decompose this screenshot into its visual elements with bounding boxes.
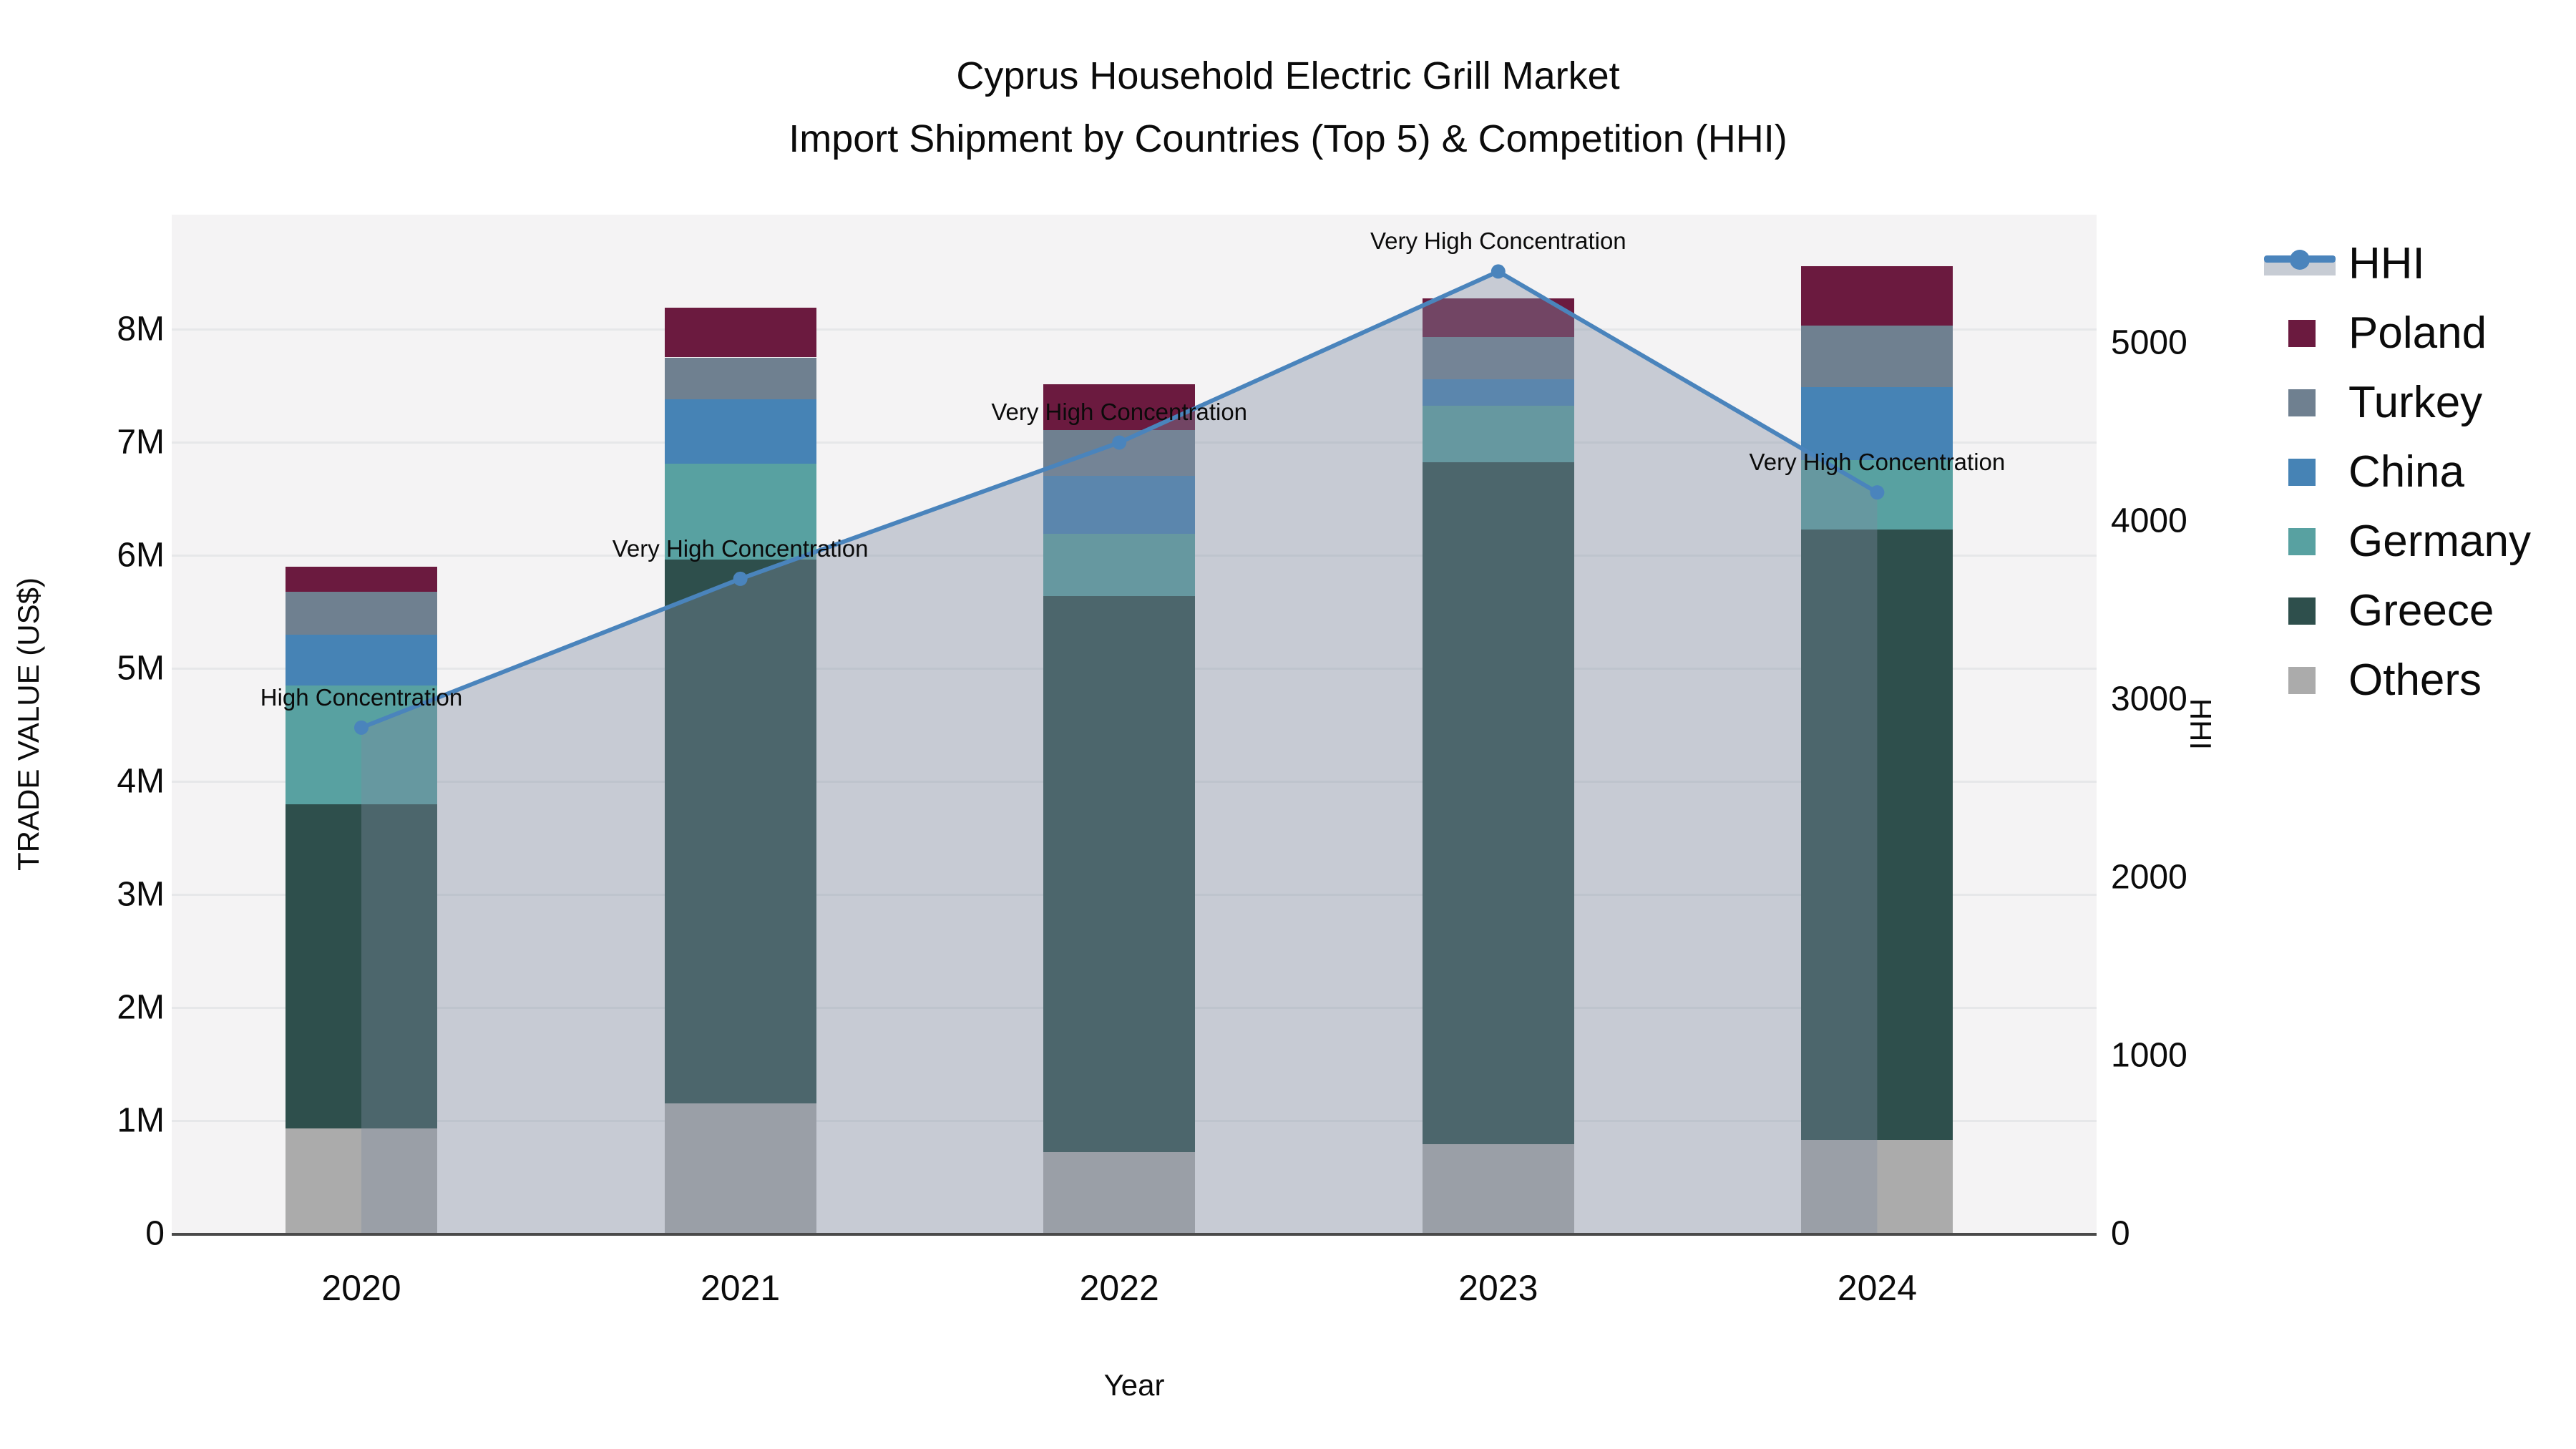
legend-swatch-greece bbox=[2288, 597, 2316, 625]
legend-item-china[interactable]: China bbox=[2254, 437, 2569, 507]
hhi-marker-2021[interactable] bbox=[733, 571, 748, 586]
left-tick-5M: 5M bbox=[117, 649, 165, 688]
bar-segment-turkey-2020[interactable] bbox=[286, 591, 437, 635]
legend-label-others: Others bbox=[2348, 655, 2482, 705]
legend-label-poland: Poland bbox=[2348, 308, 2487, 358]
chart-title: Cyprus Household Electric Grill Market I… bbox=[0, 44, 2576, 170]
chart-title-line2: Import Shipment by Countries (Top 5) & C… bbox=[789, 117, 1787, 160]
legend-item-turkey[interactable]: Turkey bbox=[2254, 368, 2569, 437]
bar-segment-china-2024[interactable] bbox=[1801, 386, 1953, 461]
chart-title-line1: Cyprus Household Electric Grill Market bbox=[956, 54, 1620, 97]
bar-segment-turkey-2024[interactable] bbox=[1801, 326, 1953, 387]
legend-item-hhi[interactable]: HHI bbox=[2254, 229, 2569, 298]
left-axis-title: TRADE VALUE (US$) bbox=[11, 577, 45, 871]
bar-segment-turkey-2021[interactable] bbox=[664, 357, 816, 399]
x-axis-title: Year bbox=[1103, 1368, 1165, 1402]
left-tick-8M: 8M bbox=[117, 310, 165, 348]
annotation-2020: High Concentration bbox=[260, 683, 463, 711]
right-axis-title: HHI bbox=[2184, 698, 2218, 751]
legend-item-greece[interactable]: Greece bbox=[2254, 576, 2569, 645]
bar-segment-others-2022[interactable] bbox=[1043, 1152, 1196, 1234]
annotation-2024: Very High Concentration bbox=[1749, 449, 2006, 476]
legend-label-china: China bbox=[2348, 447, 2464, 497]
x-tick-2020: 2020 bbox=[321, 1268, 401, 1308]
annotation-2022: Very High Concentration bbox=[991, 399, 1248, 426]
left-tick-0: 0 bbox=[145, 1214, 165, 1253]
hhi-area-fill bbox=[361, 271, 1878, 1234]
left-tick-1M: 1M bbox=[117, 1101, 165, 1140]
bar-segment-turkey-2023[interactable] bbox=[1422, 337, 1574, 379]
legend-swatch-china bbox=[2288, 458, 2316, 486]
legend-swatch-others bbox=[2288, 666, 2316, 694]
x-tick-2022: 2022 bbox=[1079, 1268, 1159, 1308]
bar-segment-germany-2023[interactable] bbox=[1422, 406, 1574, 463]
bar-segment-greece-2021[interactable] bbox=[664, 560, 816, 1104]
legend-swatch-poland bbox=[2288, 319, 2316, 347]
hhi-marker-2024[interactable] bbox=[1870, 485, 1885, 500]
x-tick-2023: 2023 bbox=[1458, 1268, 1538, 1308]
hhi-marker-2022[interactable] bbox=[1112, 435, 1127, 450]
bar-segment-germany-2020[interactable] bbox=[286, 685, 437, 804]
bar-segment-greece-2022[interactable] bbox=[1043, 595, 1196, 1153]
bar-segment-germany-2022[interactable] bbox=[1043, 533, 1196, 596]
legend-swatch-germany bbox=[2288, 527, 2316, 555]
legend-label-hhi: HHI bbox=[2348, 239, 2425, 288]
hhi-marker-2023[interactable] bbox=[1491, 264, 1506, 279]
left-tick-3M: 3M bbox=[117, 875, 165, 914]
hhi-marker-2020[interactable] bbox=[354, 720, 369, 735]
bar-segment-poland-2020[interactable] bbox=[286, 566, 437, 592]
bar-segment-greece-2024[interactable] bbox=[1801, 529, 1953, 1140]
right-tick-2000: 2000 bbox=[2111, 858, 2187, 897]
legend-item-others[interactable]: Others bbox=[2254, 645, 2569, 715]
bar-segment-others-2023[interactable] bbox=[1422, 1144, 1574, 1234]
bar-segment-china-2021[interactable] bbox=[664, 399, 816, 464]
annotation-2021: Very High Concentration bbox=[612, 535, 869, 562]
bar-segment-china-2023[interactable] bbox=[1422, 379, 1574, 406]
hhi-line-sample-icon bbox=[2264, 249, 2336, 278]
legend-swatch-turkey bbox=[2288, 389, 2316, 416]
gridline bbox=[172, 328, 2097, 331]
left-tick-2M: 2M bbox=[117, 988, 165, 1027]
legend-label-germany: Germany bbox=[2348, 517, 2531, 566]
right-tick-1000: 1000 bbox=[2111, 1036, 2187, 1075]
right-tick-0: 0 bbox=[2111, 1214, 2130, 1253]
legend-item-poland[interactable]: Poland bbox=[2254, 298, 2569, 368]
annotation-2023: Very High Concentration bbox=[1370, 228, 1626, 255]
bar-segment-china-2022[interactable] bbox=[1043, 476, 1196, 534]
x-tick-2021: 2021 bbox=[700, 1268, 781, 1308]
bar-segment-poland-2023[interactable] bbox=[1422, 298, 1574, 338]
x-axis-line bbox=[172, 1233, 2097, 1236]
bar-segment-poland-2022[interactable] bbox=[1043, 384, 1196, 430]
bar-segment-others-2024[interactable] bbox=[1801, 1139, 1953, 1234]
bar-segment-others-2020[interactable] bbox=[286, 1128, 437, 1234]
legend-label-greece: Greece bbox=[2348, 586, 2494, 635]
left-tick-6M: 6M bbox=[117, 536, 165, 575]
right-tick-3000: 3000 bbox=[2111, 680, 2187, 718]
hhi-marker-sample-icon bbox=[2290, 249, 2310, 270]
left-tick-4M: 4M bbox=[117, 762, 165, 801]
bar-segment-greece-2023[interactable] bbox=[1422, 462, 1574, 1145]
bar-segment-germany-2021[interactable] bbox=[664, 464, 816, 560]
bar-segment-poland-2021[interactable] bbox=[664, 307, 816, 358]
left-tick-7M: 7M bbox=[117, 423, 165, 462]
bar-segment-others-2021[interactable] bbox=[664, 1103, 816, 1234]
x-tick-2024: 2024 bbox=[1837, 1268, 1918, 1308]
legend-label-turkey: Turkey bbox=[2348, 378, 2483, 427]
right-tick-5000: 5000 bbox=[2111, 323, 2187, 362]
bar-segment-greece-2020[interactable] bbox=[286, 804, 437, 1129]
bar-segment-poland-2024[interactable] bbox=[1801, 265, 1953, 326]
bar-segment-china-2020[interactable] bbox=[286, 634, 437, 686]
right-tick-4000: 4000 bbox=[2111, 502, 2187, 540]
legend-item-germany[interactable]: Germany bbox=[2254, 507, 2569, 576]
